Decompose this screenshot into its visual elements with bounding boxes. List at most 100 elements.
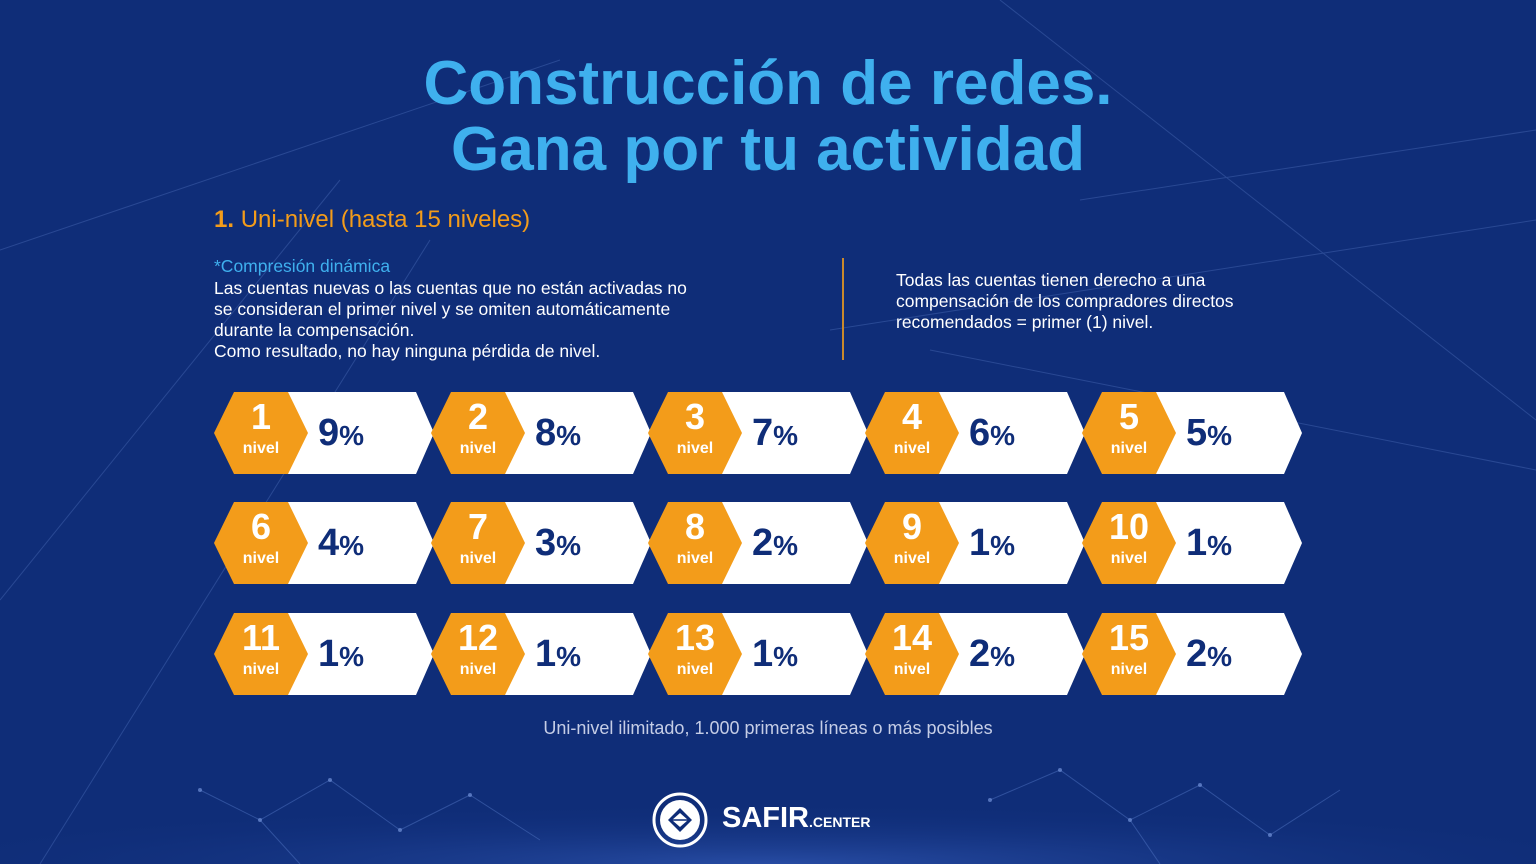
percent-sign: % [1207, 420, 1233, 451]
level-word: nivel [676, 440, 714, 457]
percent-sign: % [773, 641, 799, 672]
footnote: Uni-nivel ilimitado, 1.000 primeras líne… [543, 718, 993, 738]
level-number: 3 [684, 396, 706, 437]
level-tile: 1 nivel 9% [214, 392, 434, 474]
percentage-value: 4 [318, 522, 340, 564]
level-tile: 12 nivel 1% [431, 613, 651, 695]
level-number: 10 [1108, 506, 1150, 547]
level-tile: 7 nivel 3% [431, 502, 651, 584]
level-number: 15 [1108, 617, 1150, 658]
level-word: nivel [893, 661, 931, 678]
level-word: nivel [242, 661, 280, 678]
level-percentage: 2% [1186, 633, 1232, 678]
level-tile: 10 nivel 1% [1082, 502, 1302, 584]
level-tile-shape [865, 613, 1085, 695]
percent-sign: % [990, 641, 1016, 672]
level-tile: 8 nivel 2% [648, 502, 868, 584]
level-percentage: 6% [969, 412, 1015, 457]
percent-sign: % [773, 420, 799, 451]
percentage-value: 1 [1186, 522, 1208, 564]
direct-line-2: compensación de los compradores directos [896, 291, 1234, 311]
level-tile-shape [648, 613, 868, 695]
percentage-value: 1 [752, 633, 774, 675]
level-tile: 15 nivel 2% [1082, 613, 1302, 695]
percentage-value: 8 [535, 412, 557, 454]
percentage-value: 1 [318, 633, 340, 675]
level-word: nivel [676, 550, 714, 567]
level-word: nivel [893, 440, 931, 457]
level-percentage: 3% [535, 522, 581, 567]
level-number: 5 [1118, 396, 1140, 437]
level-number: 6 [250, 506, 272, 547]
percent-sign: % [556, 530, 582, 561]
percent-sign: % [339, 641, 365, 672]
level-word: nivel [893, 550, 931, 567]
percentage-value: 1 [535, 633, 557, 675]
percent-sign: % [990, 530, 1016, 561]
level-word: nivel [242, 440, 280, 457]
level-number: 1 [250, 396, 272, 437]
level-percentage: 7% [752, 412, 798, 457]
compression-line-1: Las cuentas nuevas o las cuentas que no … [214, 278, 687, 298]
level-word: nivel [459, 440, 497, 457]
level-tile-shape [648, 502, 868, 584]
brand-logo: SAFIR.CENTER [650, 790, 910, 850]
direct-buyers-description: Todas las cuentas tienen derecho a una c… [896, 270, 1356, 333]
level-percentage: 1% [969, 522, 1015, 567]
level-tile: 13 nivel 1% [648, 613, 868, 695]
section-label: Uni-nivel (hasta 15 niveles) [240, 206, 531, 233]
level-word: nivel [459, 550, 497, 567]
level-word: nivel [1110, 440, 1148, 457]
level-percentage: 1% [535, 633, 581, 678]
level-tile-shape [1082, 613, 1302, 695]
percent-sign: % [1207, 641, 1233, 672]
level-number: 7 [467, 506, 489, 547]
level-percentage: 1% [752, 633, 798, 678]
percentage-value: 7 [752, 412, 774, 454]
section-number: 1. [214, 206, 235, 233]
page-title-line-1: Construcción de redes. [423, 49, 1113, 118]
level-word: nivel [242, 550, 280, 567]
level-tile-shape [214, 613, 434, 695]
level-percentage: 9% [318, 412, 364, 457]
level-word: nivel [676, 661, 714, 678]
percentage-value: 3 [535, 522, 557, 564]
level-tile-shape [1082, 392, 1302, 474]
level-tile: 6 nivel 4% [214, 502, 434, 584]
compression-label: *Compresión dinámica [214, 256, 391, 276]
vertical-divider [842, 258, 844, 360]
level-tile: 11 nivel 1% [214, 613, 434, 695]
compression-line-3: durante la compensación. [214, 320, 415, 340]
level-number: 2 [467, 396, 489, 437]
level-percentage: 2% [752, 522, 798, 567]
direct-line-1: Todas las cuentas tienen derecho a una [896, 270, 1206, 290]
level-tile: 14 nivel 2% [865, 613, 1085, 695]
level-percentage: 1% [318, 633, 364, 678]
level-word: nivel [1110, 550, 1148, 567]
level-number: 8 [684, 506, 706, 547]
level-percentage: 2% [969, 633, 1015, 678]
level-number: 9 [901, 506, 923, 547]
percentage-value: 2 [752, 522, 774, 564]
level-tile: 9 nivel 1% [865, 502, 1085, 584]
level-number: 13 [674, 617, 716, 658]
level-tile-shape [1082, 502, 1302, 584]
percent-sign: % [990, 420, 1016, 451]
level-word: nivel [459, 661, 497, 678]
percent-sign: % [556, 420, 582, 451]
level-tile-shape [214, 502, 434, 584]
brand-name-main: SAFIR [722, 802, 809, 834]
level-tile: 2 nivel 8% [431, 392, 651, 474]
level-percentage: 4% [318, 522, 364, 567]
direct-line-3: recomendados = primer (1) nivel. [896, 312, 1154, 332]
brand-name: SAFIR.CENTER [722, 802, 870, 835]
compression-description: Las cuentas nuevas o las cuentas que no … [214, 278, 824, 362]
level-tile: 5 nivel 5% [1082, 392, 1302, 474]
level-tile-shape [431, 392, 651, 474]
percent-sign: % [339, 420, 365, 451]
level-tile-shape [865, 502, 1085, 584]
percentage-value: 1 [969, 522, 991, 564]
compression-line-2: se consideran el primer nivel y se omite… [214, 299, 671, 319]
percentage-value: 2 [1186, 633, 1208, 675]
